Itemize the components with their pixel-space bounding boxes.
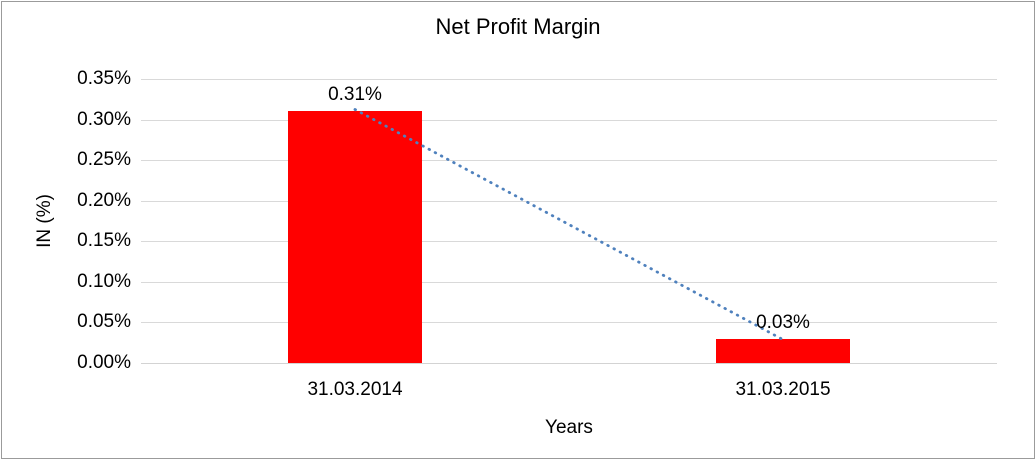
gridline bbox=[141, 119, 997, 121]
plot-area bbox=[141, 79, 997, 364]
gridline bbox=[141, 363, 997, 364]
x-axis-title: Years bbox=[545, 417, 593, 438]
y-tick-label: 0.00% bbox=[77, 352, 131, 373]
y-tick-label: 0.20% bbox=[77, 189, 131, 211]
bar-value-label: 0.03% bbox=[756, 311, 810, 333]
gridline bbox=[141, 241, 997, 243]
y-tick-label: 0.25% bbox=[77, 149, 131, 171]
y-tick-label: 0.10% bbox=[77, 270, 131, 292]
bar-value-label: 0.31% bbox=[328, 84, 382, 106]
gridline bbox=[141, 322, 997, 324]
gridline bbox=[141, 281, 997, 283]
trendline-segment bbox=[353, 108, 785, 342]
gridline bbox=[141, 200, 997, 202]
y-tick-label: 0.35% bbox=[77, 68, 131, 89]
trendline bbox=[353, 108, 785, 342]
x-category-label: 31.03.2014 bbox=[307, 379, 403, 400]
y-tick-label: 0.30% bbox=[77, 108, 131, 130]
gridline bbox=[141, 79, 997, 80]
x-category-label: 31.03.2015 bbox=[735, 379, 831, 400]
bar bbox=[288, 111, 422, 363]
y-tick-label: 0.05% bbox=[77, 311, 131, 333]
gridline bbox=[141, 160, 997, 162]
bar bbox=[716, 338, 850, 363]
chart-title: Net Profit Margin bbox=[435, 14, 601, 39]
y-tick-label: 0.15% bbox=[77, 230, 131, 252]
